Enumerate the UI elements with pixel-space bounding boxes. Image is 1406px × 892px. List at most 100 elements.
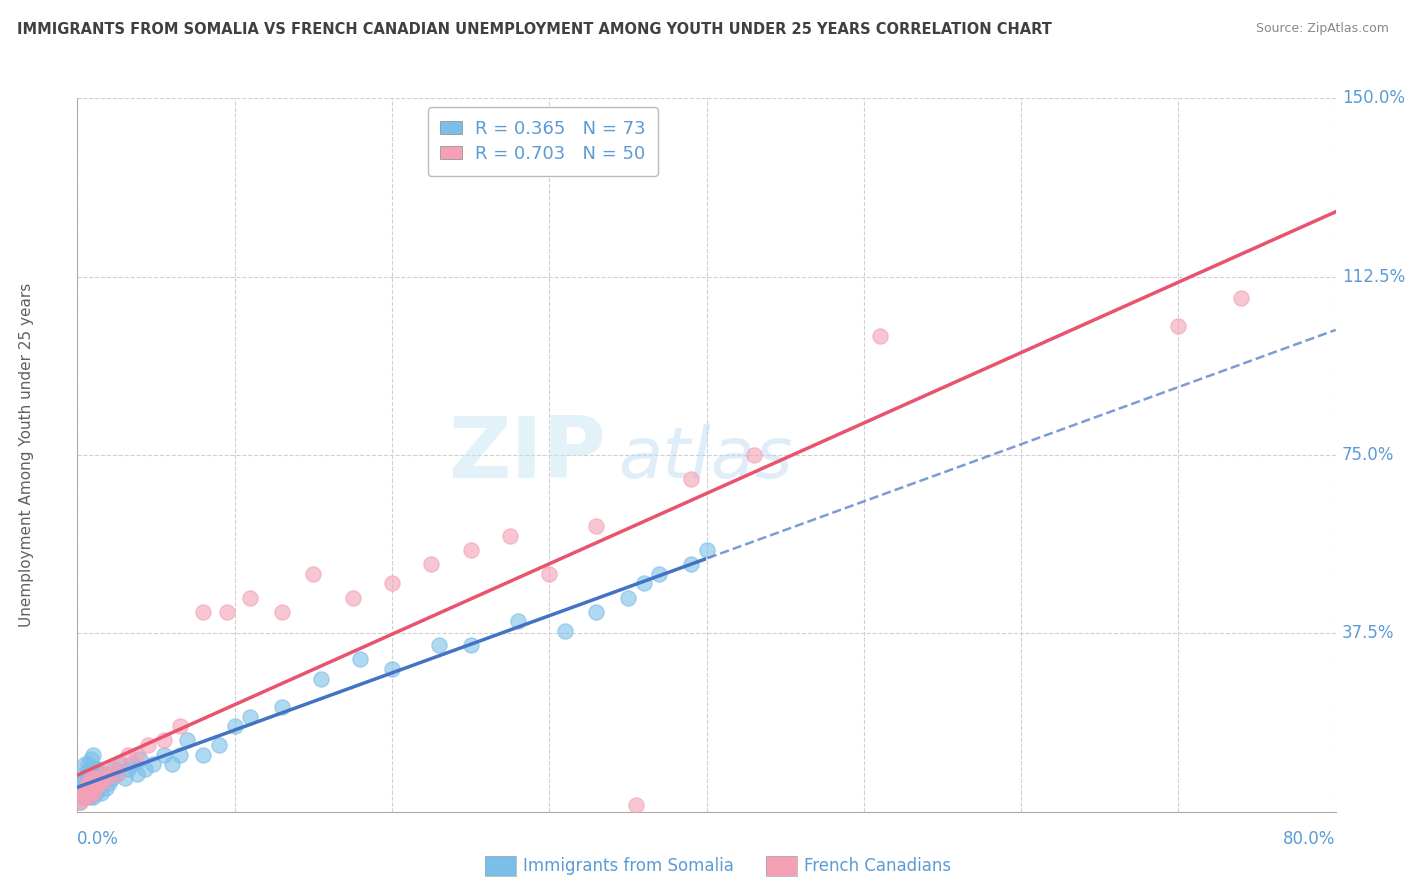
Point <box>76 790 98 805</box>
Point <box>94 772 117 786</box>
Point <box>696 543 718 558</box>
Point <box>82 766 104 780</box>
Text: IMMIGRANTS FROM SOMALIA VS FRENCH CANADIAN UNEMPLOYMENT AMONG YOUTH UNDER 25 YEA: IMMIGRANTS FROM SOMALIA VS FRENCH CANADI… <box>17 22 1052 37</box>
Point <box>82 747 104 762</box>
Point <box>103 762 125 776</box>
Point <box>302 566 325 581</box>
Point <box>80 772 103 786</box>
Text: 80.0%: 80.0% <box>1284 830 1336 847</box>
Point <box>191 747 215 762</box>
Text: ZIP: ZIP <box>449 413 606 497</box>
Point <box>136 738 159 752</box>
Point <box>76 786 98 800</box>
Point <box>506 615 529 629</box>
Point <box>82 780 104 795</box>
Point <box>79 776 101 790</box>
Point <box>97 766 120 780</box>
Point <box>169 747 191 762</box>
Point <box>585 519 607 533</box>
Point <box>89 772 111 786</box>
Point <box>427 638 450 652</box>
Point <box>270 605 292 619</box>
Point <box>75 780 97 795</box>
Text: 37.5%: 37.5% <box>1341 624 1395 642</box>
Point <box>70 790 93 805</box>
Point <box>87 762 110 776</box>
Text: Immigrants from Somalia: Immigrants from Somalia <box>523 857 734 875</box>
Point <box>160 757 183 772</box>
Point <box>142 757 165 772</box>
Point <box>96 766 118 780</box>
Point <box>129 752 152 766</box>
Point <box>869 329 891 343</box>
Point <box>127 747 149 762</box>
Point <box>72 790 94 805</box>
Point <box>105 766 128 780</box>
Point <box>87 780 110 795</box>
Point <box>538 566 561 581</box>
Point <box>117 762 139 776</box>
Point <box>127 766 149 780</box>
Point <box>97 776 120 790</box>
Point <box>84 776 107 790</box>
Point <box>82 786 104 800</box>
Point <box>208 738 231 752</box>
Point <box>79 790 101 805</box>
Point <box>90 786 112 800</box>
Point <box>134 762 156 776</box>
Point <box>101 762 124 776</box>
Point <box>84 766 107 780</box>
Point <box>121 757 143 772</box>
Point <box>110 757 132 772</box>
Point <box>633 576 655 591</box>
Point <box>1230 291 1253 305</box>
Point <box>648 566 671 581</box>
Point <box>679 472 702 486</box>
Point <box>349 652 371 666</box>
Point <box>381 576 404 591</box>
Point <box>79 776 101 790</box>
Point <box>585 605 607 619</box>
Point <box>75 772 97 786</box>
Point <box>420 558 443 572</box>
Point <box>82 772 104 786</box>
Point <box>91 776 114 790</box>
Point <box>460 638 482 652</box>
Point <box>554 624 576 638</box>
Point <box>342 591 364 605</box>
Point <box>76 780 98 795</box>
Point <box>69 795 91 809</box>
Point <box>80 786 103 800</box>
Point <box>90 776 112 790</box>
Point <box>90 766 112 780</box>
Point <box>499 529 522 543</box>
Point <box>105 766 128 780</box>
Point <box>309 672 332 686</box>
Point <box>83 762 105 776</box>
Point <box>117 747 139 762</box>
Point <box>75 757 97 772</box>
Point <box>79 762 101 776</box>
Point <box>77 786 100 800</box>
Point <box>70 790 93 805</box>
Point <box>624 797 647 812</box>
Text: French Canadians: French Canadians <box>804 857 952 875</box>
Point <box>76 766 98 780</box>
Point <box>69 795 91 809</box>
Point <box>84 786 107 800</box>
Text: 150.0%: 150.0% <box>1341 89 1405 107</box>
Point <box>101 772 124 786</box>
Point <box>76 776 98 790</box>
Text: Unemployment Among Youth under 25 years: Unemployment Among Youth under 25 years <box>20 283 35 627</box>
Point <box>239 709 262 723</box>
Point <box>77 786 100 800</box>
Point <box>77 757 100 772</box>
Point <box>114 772 136 786</box>
Point <box>94 780 117 795</box>
Point <box>381 662 404 676</box>
Point <box>239 591 262 605</box>
Point <box>93 766 115 780</box>
Text: atlas: atlas <box>619 424 793 493</box>
Point <box>72 786 94 800</box>
Point <box>89 776 111 790</box>
